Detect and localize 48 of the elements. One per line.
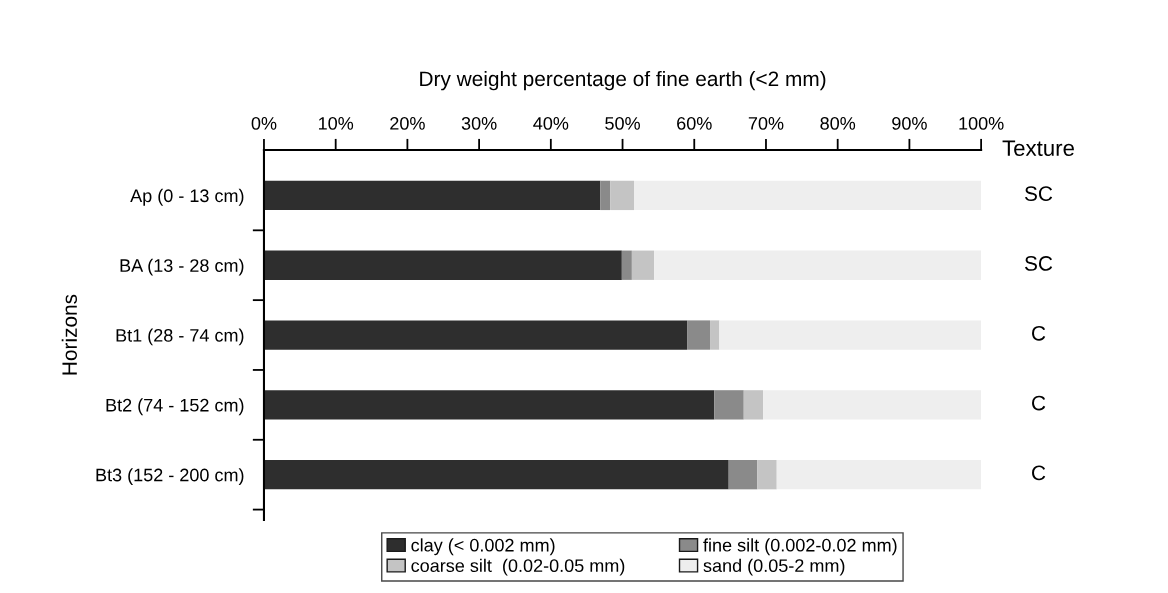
x-tick-label: 20% [390,117,425,130]
bar [714,390,744,420]
bar [757,460,777,490]
text: C [1032,465,1046,481]
bar [263,460,729,490]
x-tick-label: 60% [677,117,712,130]
text: SC [1024,256,1053,271]
bar [654,250,982,280]
legend-label: sand (0.05-2 mm) [703,558,845,576]
x-axis-title: Dry weight percentage of fine earth (<2 mm) [420,70,826,91]
x-tick-label: 0% [251,117,277,130]
bar [763,390,982,420]
bar [710,320,720,350]
text: SC [1024,186,1053,201]
bar [776,460,982,490]
legend-label: coarse silt (0.02-0.05 mm) [411,558,625,576]
x-tick-label: 10% [318,117,354,130]
bar [263,180,601,211]
x-tick-label: 90% [892,117,927,130]
y-axis-title: Horizons [61,294,78,375]
text: C [1032,325,1046,341]
x-tick-label: 80% [820,117,856,130]
bar [687,320,711,350]
bar [610,180,635,211]
bar [631,250,655,280]
bar [719,320,982,350]
bar [600,180,611,211]
y-tick-label: BA (13 - 28 cm) [120,258,244,276]
y-tick-label: Ap (0 - 13 cm) [130,188,244,206]
legend-label: fine silt (0.002-0.02 mm) [703,538,897,556]
y-tick-label: Bt3 (152 - 200 cm) [96,468,244,485]
y-tick-label: Bt1 (28 - 74 cm) [116,328,244,346]
legend-label: clay (< 0.002 mm) [411,538,555,556]
bar [263,390,715,420]
x-tick-label: 30% [461,117,497,130]
bar [621,250,632,280]
bar [263,250,622,280]
x-tick-label: 50% [605,117,640,130]
bar [634,180,982,211]
x-tick-label: 40% [533,117,569,130]
x-tick-label: 100% [959,117,1004,130]
bar [743,390,764,420]
x-tick-label: 70% [748,117,784,130]
text: Texture [1002,140,1074,156]
bar [263,320,688,350]
bar [728,460,758,490]
text: C [1032,395,1046,411]
y-tick-label: Bt2 (74 - 152 cm) [106,398,244,416]
